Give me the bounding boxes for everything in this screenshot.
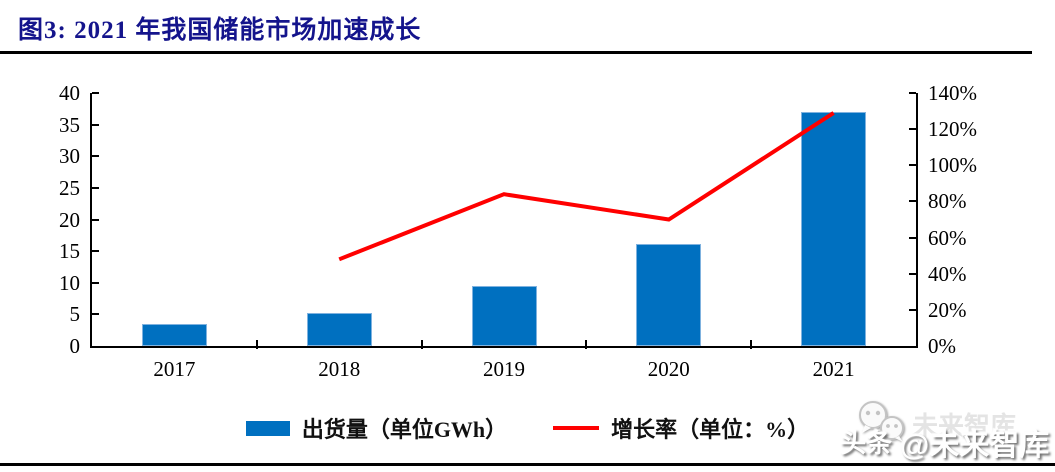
bottom-divider <box>0 463 1055 466</box>
left-axis-tickmark <box>92 92 99 94</box>
right-axis-tickmark <box>909 200 916 203</box>
x-axis-label-2017: 2017 <box>153 357 196 381</box>
right-axis-tick-label: 60% <box>928 225 967 250</box>
left-axis-tickmark <box>92 313 99 316</box>
right-axis-tick-label: 100% <box>928 153 977 178</box>
left-axis-tick-label: 40 <box>59 81 80 105</box>
right-axis-tick-label: 140% <box>928 81 977 105</box>
x-axis-label-2019: 2019 <box>483 357 525 381</box>
x-axis-tickmark <box>750 340 753 349</box>
watermark-handle: @未来智库 <box>900 429 1050 462</box>
right-axis-tick-label: 20% <box>928 297 967 322</box>
right-axis-tickmark <box>909 164 916 167</box>
left-axis-tickmark <box>92 281 99 284</box>
legend-item-growth: 增长率（单位：%） <box>553 412 809 444</box>
left-axis-tick-label: 10 <box>59 270 80 295</box>
watermark-ghost-text: 未来智库 <box>912 411 1017 441</box>
bar-2020 <box>636 243 702 346</box>
x-axis-label-2018: 2018 <box>318 357 361 381</box>
right-axis-tick-label: 80% <box>928 189 967 214</box>
left-axis-tick-label: 0 <box>69 334 81 358</box>
right-axis-tick-label: 0% <box>928 334 956 358</box>
growth-line <box>338 111 835 262</box>
bar-2019 <box>471 285 537 346</box>
right-axis-tickmark <box>909 272 916 275</box>
left-axis-tick-label: 15 <box>59 239 80 264</box>
x-axis-tickmark <box>585 340 588 349</box>
left-axis-tickmark <box>92 250 99 253</box>
right-axis-tickmark <box>909 308 916 311</box>
watermark-brand: 头条 <box>840 428 893 458</box>
bar-series-swatch-icon <box>245 420 290 436</box>
right-axis-tickmark <box>909 128 916 131</box>
legend-item-shipments: 出货量（单位GWh） <box>245 412 508 444</box>
legend-label-shipments: 出货量（单位GWh） <box>301 417 508 442</box>
left-axis-tick-label: 25 <box>59 175 80 200</box>
line-series-swatch-icon <box>553 426 600 430</box>
right-axis-tick-label: 120% <box>928 117 977 142</box>
right-axis-tickmark <box>909 92 916 94</box>
bar-2018 <box>306 313 372 346</box>
left-axis-tickmark <box>92 123 99 126</box>
x-axis-tickmark <box>420 340 423 349</box>
chart-legend: 出货量（单位GWh） 增长率（单位：%） <box>0 412 1055 444</box>
right-axis-tick-label: 40% <box>928 261 967 286</box>
left-axis-tick-label: 5 <box>69 302 81 327</box>
left-axis-tick-label: 35 <box>59 112 80 137</box>
left-axis-tickmark <box>92 186 99 189</box>
x-axis-label-2021: 2021 <box>812 357 855 381</box>
right-axis-tickmark <box>909 236 916 239</box>
left-axis-tickmark <box>92 155 99 158</box>
x-axis-label-2020: 2020 <box>647 357 690 381</box>
legend-label-growth: 增长率（单位：%） <box>611 417 810 442</box>
left-axis-tickmark <box>92 218 99 221</box>
chat-bubbles-icon <box>859 401 904 442</box>
left-axis-tick-label: 20 <box>59 207 80 232</box>
watermark: 未来智库 头条 @未来智库 <box>830 396 1049 468</box>
chart-plot-area: 0 5 10 15 20 25 30 35 40 0% 20% 40% 60% 80% 100% 120% 14… <box>59 82 977 381</box>
bar-2017 <box>141 323 207 346</box>
chart-title: 图3: 2021 年我国储能市场加速成长 <box>18 17 422 44</box>
x-axis-tickmark <box>255 340 258 349</box>
left-axis-tick-label: 30 <box>59 144 80 169</box>
bar-2021 <box>801 111 867 346</box>
title-underline <box>0 51 1032 54</box>
